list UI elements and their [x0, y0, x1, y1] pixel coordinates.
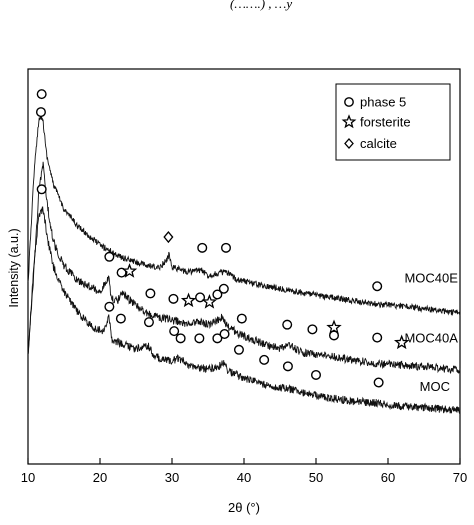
legend-label-calcite: calcite: [360, 136, 397, 151]
peak-marker-circle: [259, 354, 270, 365]
peak-marker-circle: [282, 361, 293, 372]
y-axis-label: Intensity (a.u.): [7, 228, 21, 307]
peak-marker-circle: [169, 326, 180, 337]
peak-marker-circle: [212, 333, 223, 344]
peak-marker-circle: [329, 330, 340, 341]
peak-marker-star: [326, 319, 342, 335]
legend-box: [335, 83, 451, 161]
x-tick-label: 30: [165, 470, 179, 485]
peak-marker-circle: [218, 283, 229, 294]
peak-marker-circle: [212, 289, 223, 300]
peak-marker-circle: [236, 313, 247, 324]
legend-circle-icon: [344, 97, 354, 107]
x-tick-label: 60: [381, 470, 395, 485]
peak-marker-circle: [104, 301, 115, 312]
peak-marker-circle: [116, 267, 127, 278]
peak-marker-circle: [36, 89, 47, 100]
peak-marker-circle: [197, 242, 208, 253]
marker-layer: [35, 89, 410, 388]
peak-marker-circle: [145, 288, 156, 299]
peak-marker-circle: [282, 319, 293, 330]
peak-marker-star: [201, 293, 218, 309]
peak-marker-circle: [168, 293, 179, 304]
series-line-moc: [27, 206, 461, 414]
peak-marker-circle: [194, 333, 205, 344]
peak-marker-circle: [307, 324, 318, 335]
top-caption: (…….) , …y: [230, 0, 293, 11]
series-line-moc40e: [27, 115, 461, 317]
x-tick-label: 70: [453, 470, 467, 485]
peak-marker-circle: [35, 107, 46, 118]
legend-label-phase5: phase 5: [360, 95, 406, 110]
legend-label-forsterite: forsterite: [360, 115, 411, 130]
peak-marker-star: [180, 292, 197, 308]
x-tick-label: 20: [93, 470, 107, 485]
peak-marker-circle: [311, 369, 322, 380]
x-tick-label: 50: [309, 470, 323, 485]
peak-marker-circle: [143, 317, 154, 328]
series-layer: [27, 115, 461, 414]
peak-marker-circle: [219, 329, 230, 340]
series-label-moc: MOC: [420, 379, 450, 394]
x-ticks: 10 20 30 40 50 60 70: [21, 458, 467, 485]
peak-marker-circle: [233, 344, 244, 355]
peak-marker-diamond: [163, 231, 174, 244]
peak-marker-circle: [104, 251, 115, 262]
peak-marker-circle: [372, 332, 383, 343]
series-labels: MOC40E MOC40A MOC: [404, 271, 458, 394]
legend-star-icon: [341, 114, 357, 129]
peak-marker-circle: [115, 313, 126, 324]
series-line-moc40a: [27, 161, 461, 374]
peak-marker-circle: [36, 184, 47, 195]
series-label-moc40a: MOC40A: [404, 331, 458, 346]
x-tick-label: 10: [21, 470, 35, 485]
legend: phase 5 forsterite calcite: [335, 83, 451, 161]
peak-marker-circle: [373, 377, 384, 388]
peak-marker-circle: [372, 281, 383, 292]
peak-marker-star: [393, 334, 410, 350]
x-axis-label: 2θ (°): [228, 500, 260, 515]
x-tick-label: 40: [237, 470, 251, 485]
series-label-moc40e: MOC40E: [404, 271, 458, 286]
peak-marker-circle: [175, 333, 186, 344]
peak-marker-circle: [220, 242, 231, 253]
legend-diamond-icon: [344, 138, 354, 149]
peak-marker-star: [121, 263, 138, 278]
